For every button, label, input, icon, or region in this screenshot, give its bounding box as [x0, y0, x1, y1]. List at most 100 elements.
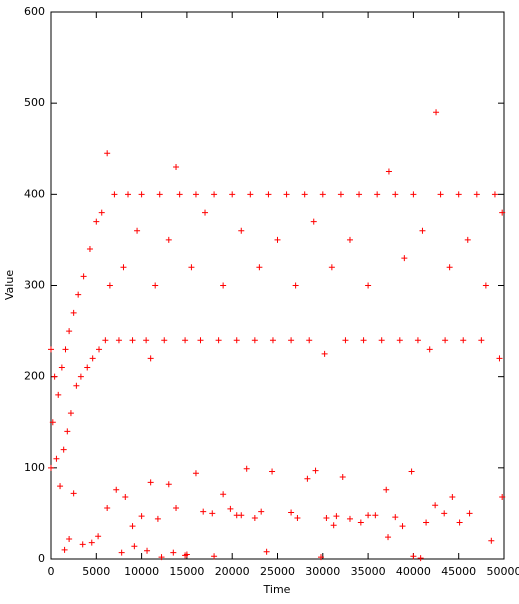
plot-frame [51, 12, 504, 559]
point [227, 506, 233, 512]
point [465, 237, 471, 243]
point [386, 169, 392, 175]
x-tick-label: 50000 [487, 565, 519, 578]
point [220, 283, 226, 289]
point [474, 191, 480, 197]
point [252, 337, 258, 343]
point [73, 383, 79, 389]
x-tick-label: 0 [48, 565, 55, 578]
point [460, 337, 466, 343]
point [139, 191, 145, 197]
point [48, 346, 54, 352]
point [322, 351, 328, 357]
y-tick-label: 100 [24, 461, 45, 474]
point [269, 468, 275, 474]
point [99, 210, 105, 216]
x-tick-label: 25000 [260, 565, 295, 578]
point [410, 191, 416, 197]
point [410, 553, 416, 559]
point [356, 191, 362, 197]
y-tick-label: 300 [24, 279, 45, 292]
point [400, 523, 406, 529]
point [365, 283, 371, 289]
point [96, 346, 102, 352]
point [59, 365, 65, 371]
point [331, 522, 337, 528]
y-tick-label: 400 [24, 187, 45, 200]
point [52, 374, 58, 380]
x-tick-label: 45000 [441, 565, 476, 578]
point [365, 512, 371, 518]
point [62, 547, 68, 553]
point [302, 191, 308, 197]
point [75, 292, 81, 298]
point [148, 355, 154, 361]
point [275, 237, 281, 243]
x-tick-label: 40000 [396, 565, 431, 578]
point [173, 164, 179, 170]
point [293, 283, 299, 289]
point [264, 549, 270, 555]
point [320, 191, 326, 197]
point [229, 191, 235, 197]
point [120, 264, 126, 270]
point [361, 337, 367, 343]
point [211, 553, 217, 559]
point [270, 337, 276, 343]
point [397, 337, 403, 343]
point [144, 548, 150, 554]
x-axis-label: Time [263, 583, 291, 596]
point [157, 191, 163, 197]
point [200, 509, 206, 515]
point [95, 533, 101, 539]
point [438, 191, 444, 197]
x-tick-label: 10000 [124, 565, 159, 578]
point [258, 509, 264, 515]
point [392, 514, 398, 520]
point [119, 550, 125, 556]
point [170, 550, 176, 556]
point [139, 513, 145, 519]
point [102, 337, 108, 343]
point [55, 392, 61, 398]
point [161, 337, 167, 343]
point [294, 515, 300, 521]
point [311, 219, 317, 225]
point [155, 516, 161, 522]
point [256, 264, 262, 270]
point [288, 337, 294, 343]
point [304, 476, 310, 482]
point [64, 428, 70, 434]
point [113, 487, 119, 493]
point [306, 337, 312, 343]
point [418, 555, 424, 561]
point [288, 510, 294, 516]
x-tick-label: 35000 [351, 565, 386, 578]
point [202, 210, 208, 216]
point [209, 510, 215, 516]
point [131, 543, 137, 549]
point [392, 191, 398, 197]
point [48, 465, 54, 471]
point [442, 337, 448, 343]
point [93, 219, 99, 225]
point [338, 191, 344, 197]
point [193, 470, 199, 476]
point [423, 520, 429, 526]
point [66, 328, 72, 334]
point [415, 337, 421, 343]
point [383, 487, 389, 493]
point [488, 538, 494, 544]
x-tick-label: 20000 [215, 565, 250, 578]
point [122, 494, 128, 500]
point [457, 520, 463, 526]
point [409, 468, 415, 474]
point [81, 273, 87, 279]
point [419, 228, 425, 234]
point [432, 502, 438, 508]
point [104, 505, 110, 511]
point [53, 456, 59, 462]
point [152, 283, 158, 289]
point [284, 191, 290, 197]
